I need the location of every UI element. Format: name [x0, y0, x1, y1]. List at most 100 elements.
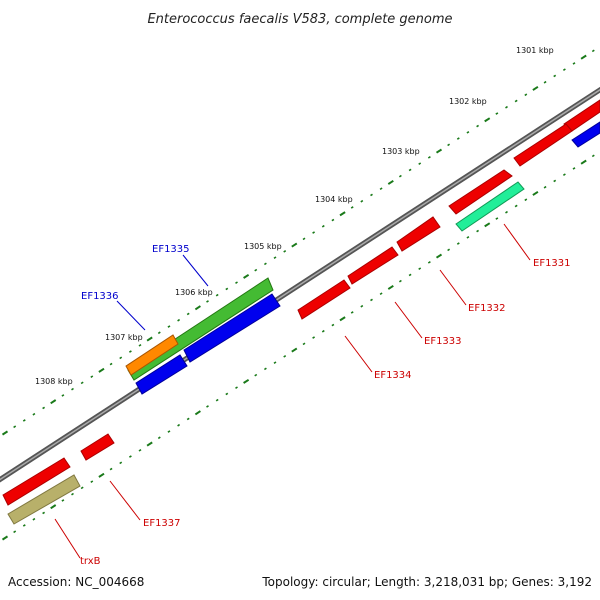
minor-tick: [22, 524, 26, 527]
minor-tick: [524, 93, 528, 97]
minor-tick: [572, 167, 576, 170]
minor-tick: [418, 267, 422, 270]
kbp-label: 1301 kbp: [516, 46, 554, 55]
minor-tick: [321, 224, 325, 228]
gene-feature-teal: [455, 181, 525, 232]
kbp-label: 1302 kbp: [449, 97, 487, 106]
minor-tick: [225, 287, 229, 291]
minor-tick: [138, 448, 142, 452]
minor-tick: [22, 419, 26, 422]
gene-label: EF1337: [143, 518, 181, 529]
minor-tick: [543, 80, 547, 84]
gene-feature-red: [80, 433, 115, 461]
minor-tick: [447, 248, 451, 252]
outer-tick-row: [1, 49, 595, 436]
minor-tick: [254, 373, 258, 377]
gene-feature-olive: [7, 474, 81, 525]
kbp-label: 1308 kbp: [35, 377, 73, 386]
minor-tick: [215, 398, 219, 402]
gene-feature-blue: [135, 354, 188, 395]
minor-tick: [350, 206, 354, 209]
minor-tick: [427, 156, 431, 159]
minor-tick: [312, 231, 316, 234]
minor-tick: [186, 312, 190, 316]
minor-tick: [119, 461, 123, 465]
minor-tick: [61, 499, 65, 502]
minor-tick: [206, 300, 209, 303]
minor-tick: [167, 430, 171, 433]
minor-tick: [90, 375, 94, 378]
minor-tick: [157, 331, 161, 335]
gene-feature-orange: [125, 334, 179, 376]
minor-tick: [263, 367, 267, 371]
gene-feature-red: [448, 169, 513, 215]
gene-feature-green: [127, 277, 274, 381]
minor-tick: [71, 492, 74, 496]
minor-tick: [13, 425, 17, 429]
minor-tick: [408, 168, 412, 172]
major-tick: [532, 190, 539, 196]
minor-tick: [456, 137, 460, 140]
minor-tick: [360, 199, 364, 203]
minor-tick: [177, 423, 181, 427]
major-tick: [1, 430, 9, 436]
gene-feature-red: [297, 279, 351, 320]
minor-tick: [591, 154, 595, 158]
gene-label: EF1333: [424, 336, 462, 347]
major-tick: [484, 222, 491, 228]
minor-tick: [553, 179, 557, 183]
minor-tick: [591, 49, 595, 53]
genome-backbone: [0, 86, 600, 483]
minor-tick: [379, 292, 383, 296]
gene-label: EF1332: [468, 303, 506, 314]
major-tick: [243, 378, 250, 384]
major-tick: [146, 336, 153, 342]
minor-tick: [235, 281, 238, 284]
kbp-label: 1304 kbp: [315, 195, 353, 204]
minor-tick: [398, 174, 402, 178]
map-title: Enterococcus faecalis V583, complete gen…: [147, 12, 452, 27]
callout-lines: [54, 223, 531, 559]
minor-tick: [524, 198, 528, 202]
minor-tick: [273, 256, 277, 259]
minor-tick: [263, 262, 267, 266]
kbp-label: 1306 kbp: [175, 288, 213, 297]
minor-tick: [514, 99, 518, 103]
minor-tick: [360, 304, 364, 308]
gene-feature-red: [396, 216, 441, 252]
kbp-label: 1307 kbp: [105, 333, 143, 342]
minor-tick: [42, 406, 46, 410]
minor-tick: [42, 511, 46, 515]
gene-features: [2, 99, 600, 525]
major-tick: [339, 211, 346, 217]
gene-feature-blue: [571, 121, 600, 148]
minor-tick: [466, 236, 470, 239]
minor-tick: [476, 124, 480, 128]
minor-tick: [312, 336, 316, 339]
minor-tick: [109, 467, 113, 471]
minor-tick: [109, 362, 113, 366]
kbp-label: 1303 kbp: [382, 147, 420, 156]
minor-tick: [61, 394, 65, 397]
minor-tick: [273, 361, 277, 364]
major-tick: [484, 117, 491, 123]
minor-tick: [80, 381, 84, 385]
major-tick: [532, 85, 539, 91]
major-tick: [146, 441, 153, 447]
minor-tick: [206, 405, 209, 408]
minor-tick: [553, 74, 557, 78]
minor-tick: [128, 350, 132, 353]
minor-tick: [13, 530, 17, 534]
minor-tick: [215, 293, 219, 297]
kbp-label: 1305 kbp: [244, 242, 282, 251]
major-tick: [1, 535, 9, 541]
minor-tick: [128, 455, 132, 458]
minor-tick: [157, 436, 161, 440]
minor-tick: [379, 187, 383, 191]
minor-tick: [302, 237, 306, 241]
gene-label: EF1336: [81, 291, 119, 302]
minor-tick: [572, 62, 576, 65]
major-tick: [435, 253, 443, 259]
minor-tick: [456, 242, 460, 245]
minor-tick: [32, 412, 36, 416]
